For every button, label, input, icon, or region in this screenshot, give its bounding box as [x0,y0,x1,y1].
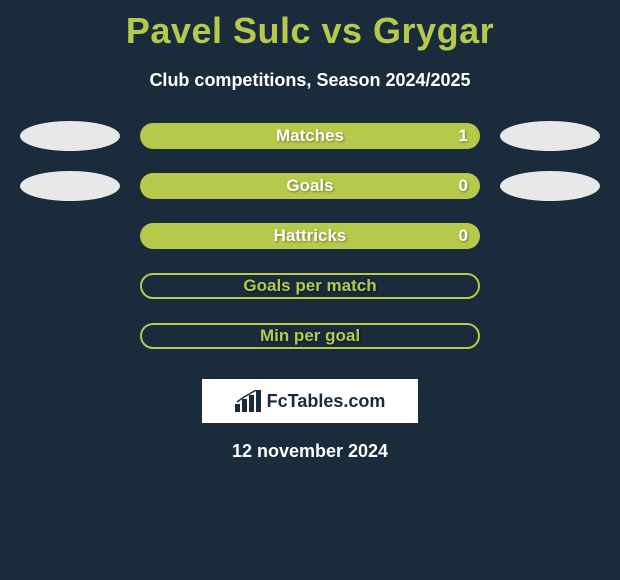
stat-row: Goals per match [0,271,620,301]
player-right-ellipse [500,171,600,201]
ellipse-placeholder [500,321,600,351]
ellipse-placeholder [500,221,600,251]
stat-bar: Matches1 [140,123,480,149]
page-title: Pavel Sulc vs Grygar [126,10,494,52]
stats-list: Matches1Goals0Hattricks0Goals per matchM… [0,121,620,351]
stat-bar: Min per goal [140,323,480,349]
stat-bar: Goals0 [140,173,480,199]
ellipse-placeholder [20,271,120,301]
ellipse-placeholder [20,221,120,251]
stat-label: Min per goal [142,326,478,346]
logo-suffix: Tables.com [288,391,386,411]
player-right-ellipse [500,121,600,151]
stat-label: Matches [140,126,480,146]
stat-label: Hattricks [140,226,480,246]
stat-row: Goals0 [0,171,620,201]
logo-text: FcTables.com [267,391,386,412]
stat-label: Goals per match [142,276,478,296]
player-left-ellipse [20,121,120,151]
player-left-ellipse [20,171,120,201]
logo-prefix: Fc [267,391,288,411]
subtitle: Club competitions, Season 2024/2025 [149,70,470,91]
stat-value: 0 [459,176,468,196]
stat-row: Matches1 [0,121,620,151]
stat-value: 0 [459,226,468,246]
stat-bar: Goals per match [140,273,480,299]
stat-label: Goals [140,176,480,196]
comparison-widget: Pavel Sulc vs Grygar Club competitions, … [0,0,620,462]
bars-icon [235,390,261,412]
stat-value: 1 [459,126,468,146]
fctables-logo: FcTables.com [202,379,418,423]
ellipse-placeholder [20,321,120,351]
ellipse-placeholder [500,271,600,301]
stat-row: Min per goal [0,321,620,351]
date-text: 12 november 2024 [232,441,388,462]
stat-bar: Hattricks0 [140,223,480,249]
stat-row: Hattricks0 [0,221,620,251]
logo-inner: FcTables.com [235,390,386,412]
